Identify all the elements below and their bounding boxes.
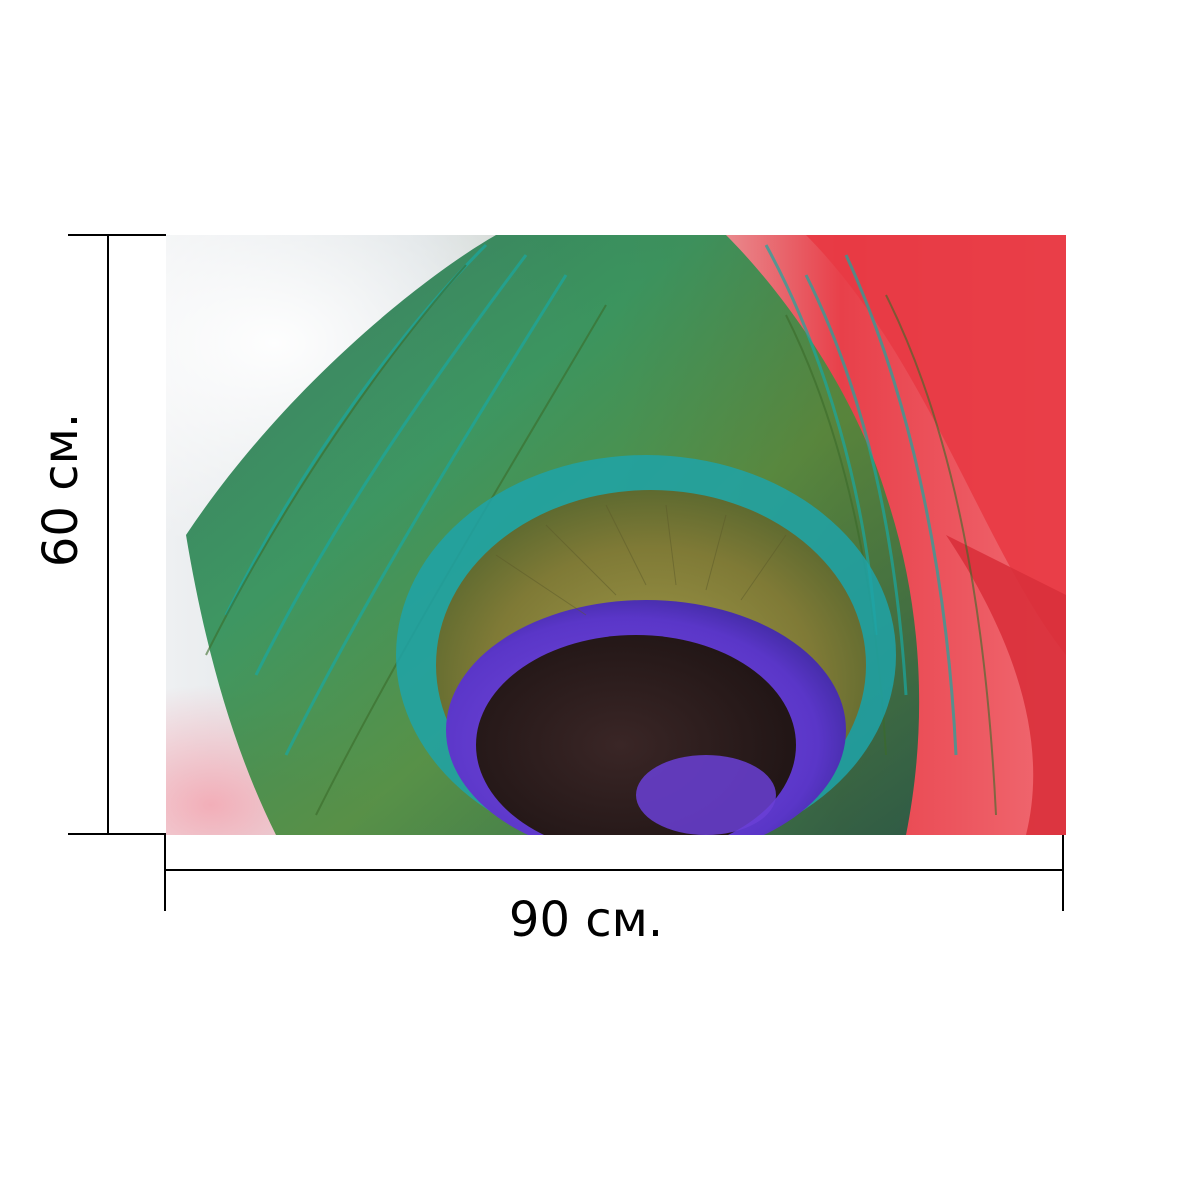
height-dimension-bottom-tick	[68, 833, 166, 835]
width-dimension-right-tick	[1062, 835, 1064, 911]
peacock-feather-photo	[166, 235, 1066, 835]
width-dimension-line	[166, 869, 1064, 871]
feather-illustration	[166, 235, 1066, 835]
height-dimension-line	[107, 235, 109, 835]
height-label: 60 см.	[33, 412, 89, 568]
height-dimension-top-tick	[68, 234, 166, 236]
width-label: 90 см.	[508, 892, 664, 948]
width-dimension-left-tick	[164, 835, 166, 911]
